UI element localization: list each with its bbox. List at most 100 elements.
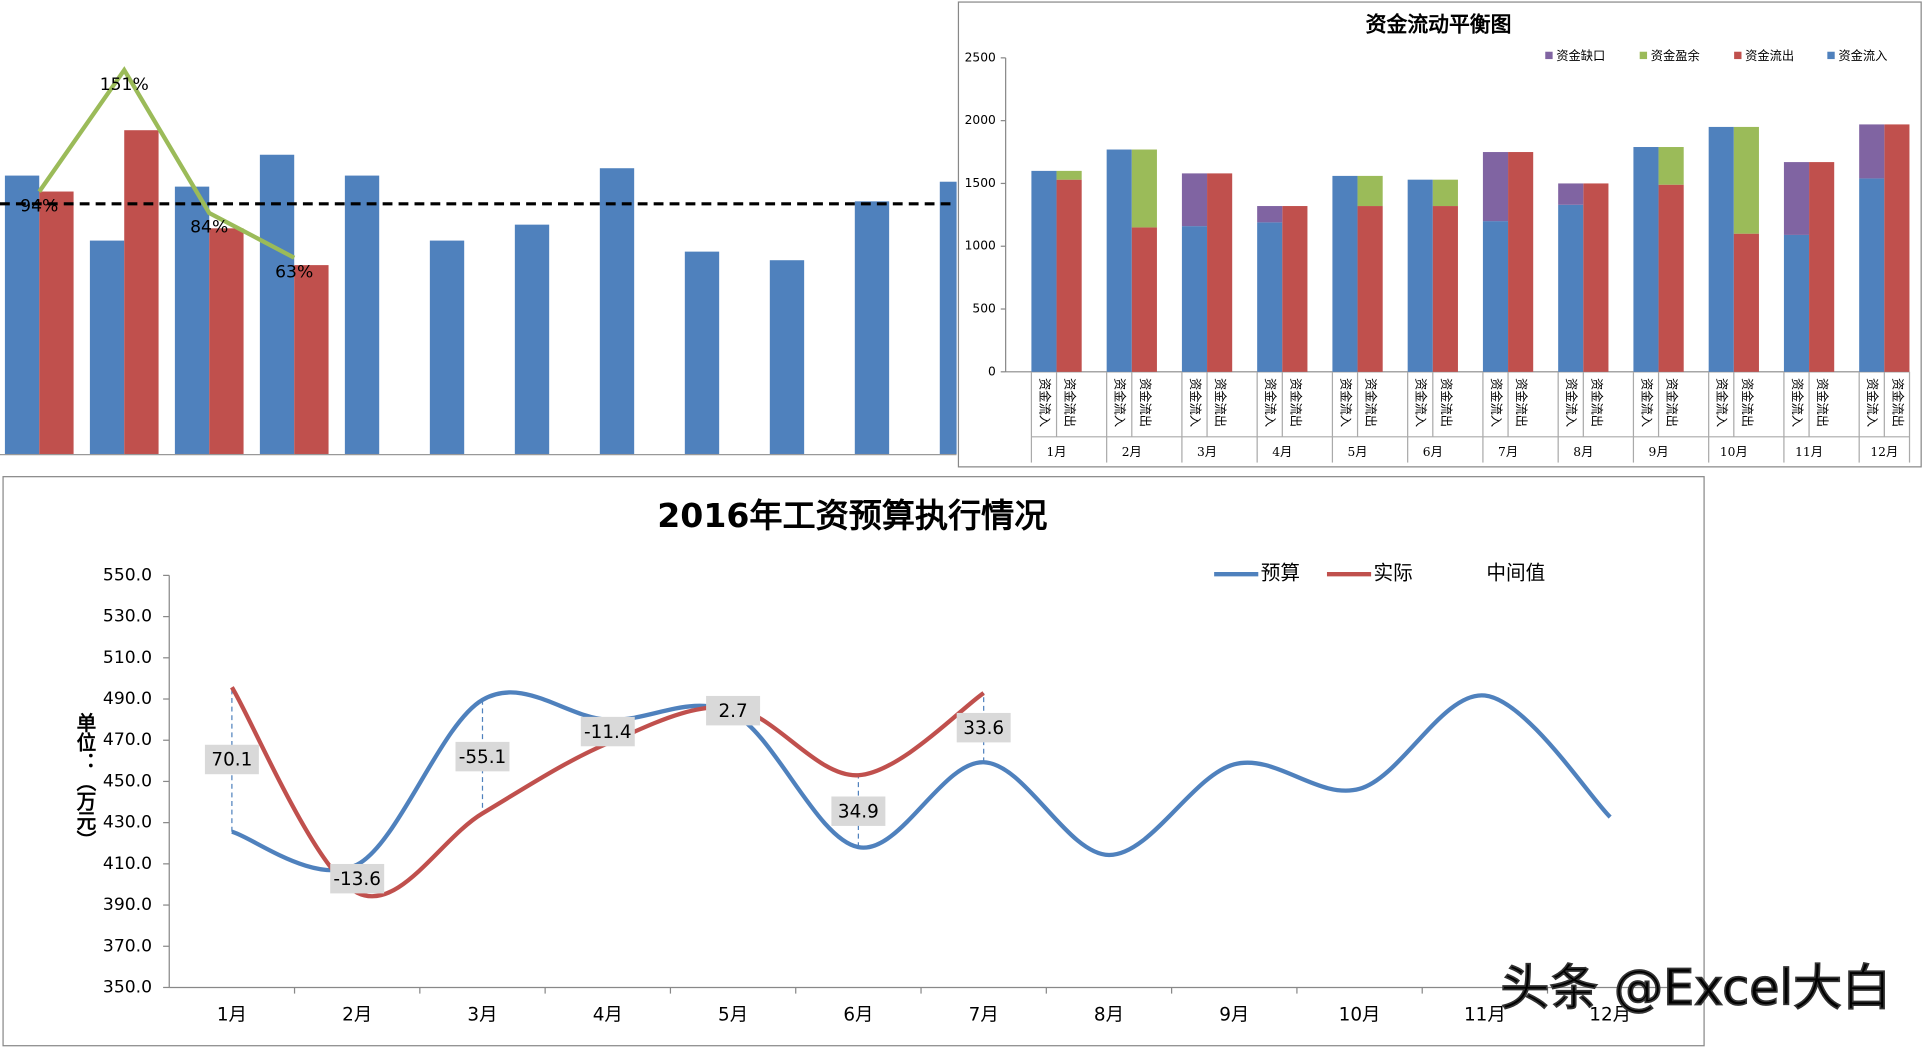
x-tick-label: 9月	[1649, 445, 1669, 459]
x-tick-label: 2月	[1122, 445, 1142, 459]
bar-segment	[1558, 204, 1584, 372]
bar-segment	[1733, 126, 1759, 234]
bar-segment	[1482, 221, 1509, 372]
bar	[429, 240, 465, 454]
y-tick-label: 0	[988, 364, 996, 378]
bar-segment	[1056, 170, 1082, 180]
bar	[939, 181, 957, 454]
data-label: -13.6	[333, 869, 381, 890]
sub-label: 资金流入	[1414, 378, 1429, 427]
bar-segment	[1131, 227, 1157, 372]
sub-label: 资金流出	[1063, 378, 1078, 427]
bar	[684, 251, 720, 454]
data-label: 34.9	[838, 801, 879, 822]
y-tick-label: 510.0	[103, 648, 152, 668]
sub-label: 资金流入	[1037, 378, 1052, 427]
legend-label: 资金流入	[1838, 48, 1887, 63]
bar	[769, 260, 805, 454]
x-tick-label: 1月	[217, 1005, 247, 1026]
y-tick-label: 490.0	[103, 689, 152, 709]
bar-segment	[1131, 149, 1157, 228]
y-tick-label: 370.0	[103, 936, 152, 956]
sub-label: 资金流出	[1589, 378, 1604, 427]
legend-label: 中间值	[1486, 562, 1545, 585]
y-tick-label: 390.0	[103, 895, 152, 915]
sub-label: 资金流入	[1113, 378, 1128, 427]
bar-segment	[1106, 149, 1132, 372]
sub-label: 资金流出	[1665, 378, 1680, 427]
bar-segment	[1282, 206, 1308, 372]
bar-segment	[1482, 152, 1509, 222]
x-tick-label: 4月	[593, 1005, 623, 1026]
label-box	[330, 863, 385, 894]
sub-label: 资金流出	[1439, 378, 1454, 427]
y-tick-label: 550.0	[103, 565, 152, 585]
x-tick-label: 8月	[1094, 1005, 1124, 1026]
bar-segment	[1809, 162, 1835, 372]
label-box	[956, 712, 1011, 743]
sub-label: 资金流入	[1639, 378, 1654, 427]
data-label: 2.7	[718, 701, 747, 722]
sub-label: 资金流入	[1865, 378, 1880, 427]
line	[231, 690, 1612, 873]
legend-label: 资金缺口	[1556, 48, 1605, 63]
watermark: 头条 @Excel大白	[1500, 959, 1891, 1017]
bar-segment	[1181, 173, 1208, 227]
chart-title: 资金流动平衡图	[1366, 11, 1512, 36]
y-tick-label: 470.0	[103, 730, 152, 750]
data-label: 84%	[190, 218, 228, 238]
chart-frame	[2, 476, 1705, 1047]
sub-label: 资金流入	[1790, 378, 1805, 427]
bar	[854, 201, 890, 454]
legend-swatch	[1639, 51, 1648, 60]
x-tick-label: 3月	[467, 1005, 497, 1026]
sub-label: 资金流入	[1188, 378, 1203, 427]
bar	[174, 186, 210, 454]
bar-segment	[1884, 124, 1910, 372]
label-box	[580, 716, 635, 747]
bar	[124, 130, 159, 454]
x-tick-label: 11月	[1795, 445, 1823, 459]
bar	[344, 175, 380, 454]
sub-label: 资金流入	[1263, 378, 1278, 427]
data-label: 63%	[275, 262, 313, 282]
bar-segment	[1031, 170, 1057, 372]
data-label: 151%	[100, 75, 149, 95]
bar-segment	[1708, 126, 1734, 372]
bar-segment	[1733, 233, 1759, 372]
x-tick-label: 12月	[1870, 445, 1898, 459]
y-tick-label: 2000	[965, 113, 996, 127]
x-tick-label: 6月	[1423, 445, 1443, 459]
legend-swatch	[1827, 51, 1835, 60]
salary-chart: 2016年工资预算执行情况 单位：（万元） 350.0 370.0 390.0 410…	[2, 476, 1705, 1047]
bar-segment	[1508, 152, 1534, 372]
legend-label: 资金盈余	[1651, 48, 1700, 63]
bar-segment	[1432, 206, 1458, 372]
x-tick-label: 1月	[1047, 445, 1067, 459]
y-tick-label: 1000	[965, 239, 996, 253]
combo-chart: 94% 151% 84% 63%	[0, 66, 957, 456]
legend-label: 实际	[1374, 562, 1413, 585]
bar-segment	[1633, 147, 1659, 372]
data-label: -55.1	[459, 747, 507, 768]
bar-segment	[1783, 162, 1810, 235]
bar-segment	[1056, 179, 1082, 372]
legend-label: 资金流出	[1745, 48, 1794, 63]
x-tick-label: 6月	[843, 1005, 873, 1026]
bar-segment	[1357, 206, 1383, 372]
bar-segment	[1332, 175, 1358, 372]
sub-label: 资金流出	[1740, 378, 1755, 427]
bar-segment	[1558, 183, 1584, 205]
y-tick-label: 430.0	[103, 813, 152, 833]
x-tick-label: 10月	[1720, 445, 1748, 459]
bar-segment	[1407, 179, 1433, 372]
bar-segment	[1583, 183, 1609, 372]
x-tick-label: 7月	[1498, 445, 1518, 459]
data-label: 33.6	[963, 718, 1004, 739]
data-label: 70.1	[211, 750, 252, 771]
legend-swatch	[1545, 51, 1553, 60]
x-tick-label: 8月	[1573, 445, 1593, 459]
